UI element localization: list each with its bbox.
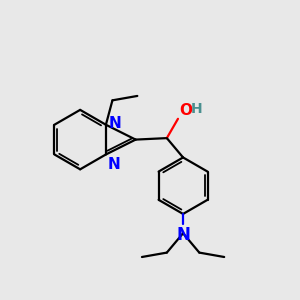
Text: N: N xyxy=(108,157,120,172)
Text: N: N xyxy=(176,226,190,244)
Text: O: O xyxy=(179,103,192,118)
Text: H: H xyxy=(190,102,202,116)
Text: N: N xyxy=(108,116,121,131)
